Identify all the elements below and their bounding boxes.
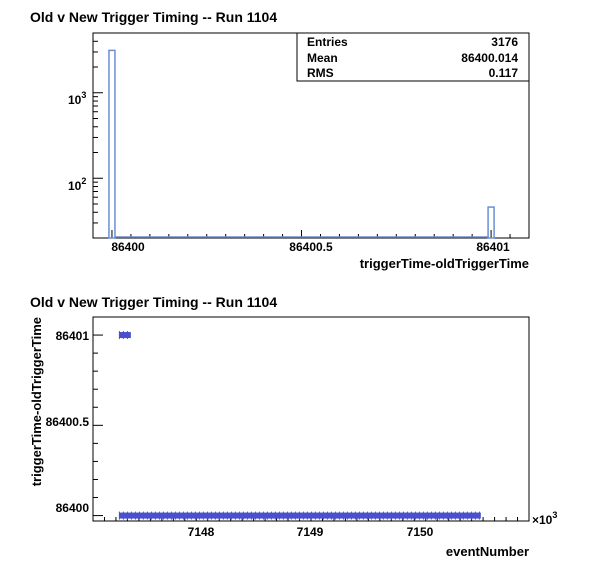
histogram-x-axis-title: triggerTime-oldTriggerTime — [360, 256, 529, 271]
x-tick-label-86400: 86400 — [111, 240, 145, 254]
scatter-ticks — [93, 316, 530, 521]
y-tick-label-86400-5: 86400.5 — [46, 415, 90, 429]
x-tick-labels: 86400 86400.5 86401 — [111, 240, 510, 254]
scatter-y-axis-title: triggerTime-oldTriggerTime — [29, 317, 44, 486]
histogram-title: Old v New Trigger Timing -- Run 1104 — [30, 9, 277, 25]
stats-label-rms: RMS — [307, 66, 334, 80]
histogram-bars — [108, 49, 495, 239]
scatter-point-band — [119, 512, 481, 519]
x-tick-label-7148: 7148 — [188, 525, 215, 539]
scatter-frame — [92, 316, 530, 522]
histogram-bar — [108, 49, 116, 239]
histogram-chart: Old v New Trigger Timing -- Run 1104 864… — [30, 9, 530, 271]
stats-box-frame — [296, 32, 530, 82]
stats-value-mean: 86400.014 — [461, 51, 518, 65]
scatter-point-band — [119, 332, 131, 339]
scatter-y-tick-labels: 86400 86400.5 86401 — [46, 329, 90, 515]
y-tick-label-10e3: 103 — [68, 90, 86, 107]
stats-box: Entries 3176 Mean 86400.014 RMS 0.117 — [296, 32, 530, 82]
stats-label-entries: Entries — [307, 35, 348, 49]
scatter-x-axis-title: eventNumber — [446, 544, 529, 559]
y-tick-label-86401: 86401 — [56, 329, 90, 343]
y-tick-label-86400: 86400 — [56, 501, 90, 515]
scatter-points — [118, 331, 481, 520]
x-tick-label-7149: 7149 — [297, 525, 324, 539]
stats-label-mean: Mean — [307, 51, 338, 65]
stats-value-entries: 3176 — [491, 35, 518, 49]
x-multiplier-label: ×103 — [532, 510, 557, 527]
histogram-bar — [487, 206, 495, 239]
x-tick-label-86400-5: 86400.5 — [289, 240, 333, 254]
y-tick-label-10e2: 102 — [68, 176, 86, 193]
stats-value-rms: 0.117 — [489, 66, 519, 80]
scatter-x-tick-labels: 7148 7149 7150 — [188, 525, 434, 539]
x-tick-label-7150: 7150 — [407, 525, 434, 539]
y-tick-labels: 102 103 — [68, 90, 86, 193]
x-tick-label-86401: 86401 — [476, 240, 510, 254]
scatter-chart: Old v New Trigger Timing -- Run 1104 714… — [29, 294, 557, 559]
scatter-title: Old v New Trigger Timing -- Run 1104 — [30, 294, 277, 310]
